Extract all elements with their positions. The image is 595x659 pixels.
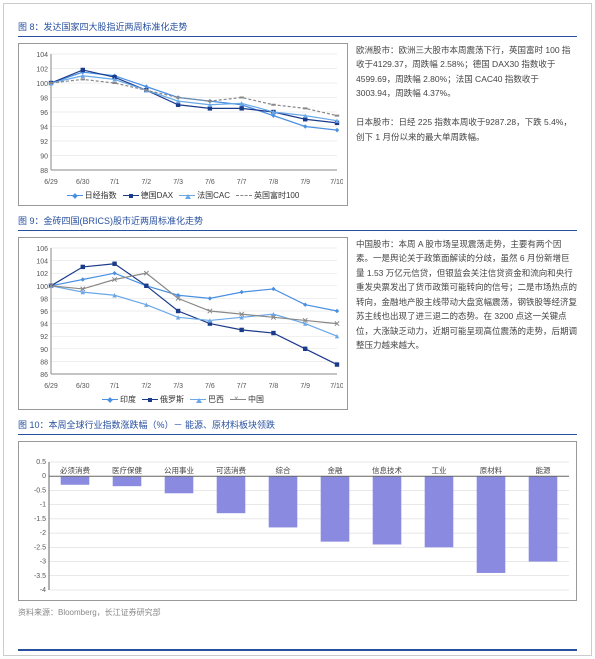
svg-text:7/9: 7/9 — [300, 179, 310, 186]
svg-text:6/29: 6/29 — [44, 383, 58, 390]
svg-text:-2: -2 — [40, 530, 46, 537]
svg-text:7/8: 7/8 — [269, 179, 279, 186]
svg-text:公用事业: 公用事业 — [164, 465, 194, 475]
svg-text:7/1: 7/1 — [110, 383, 120, 390]
svg-text:104: 104 — [36, 259, 48, 266]
fig9-chart: 86 88 90 92 94 96 98 100 102 104 106 6/29 6/30 7/1 7/2… — [18, 237, 348, 410]
svg-text:100: 100 — [36, 81, 48, 88]
svg-text:6/29: 6/29 — [44, 179, 58, 186]
svg-text:工业: 工业 — [432, 465, 447, 475]
fig8-text: 欧洲股市：欧洲三大股市本周震荡下行，英国富时 100 指收于4129.37，周跌… — [356, 43, 577, 206]
svg-text:7/3: 7/3 — [173, 179, 183, 186]
fig9-title: 图 9：金砖四国(BRICS)股市近两周标准化走势 — [18, 214, 577, 231]
svg-text:102: 102 — [36, 271, 48, 278]
svg-text:信息技术: 信息技术 — [372, 465, 402, 475]
svg-text:7/7: 7/7 — [237, 383, 247, 390]
svg-text:必须消费: 必须消费 — [60, 465, 90, 475]
svg-text:7/6: 7/6 — [205, 179, 215, 186]
svg-text:7/8: 7/8 — [269, 383, 279, 390]
fig8-chart: 88 90 92 94 96 98 100 102 104 6/29 6/30 7/1 7/2 7/3 7/… — [18, 43, 348, 206]
svg-text:-3.5: -3.5 — [34, 573, 46, 580]
footer-line — [18, 649, 577, 651]
fig9-text: 中国股市：本周 A 股市场呈现震荡走势，主要有两个因素。一是舆论关于政策面解读的… — [356, 237, 577, 410]
svg-text:能源: 能源 — [536, 465, 551, 475]
svg-text:92: 92 — [40, 334, 48, 341]
svg-text:7/3: 7/3 — [173, 383, 183, 390]
svg-text:94: 94 — [40, 125, 48, 132]
svg-text:-0.5: -0.5 — [34, 487, 46, 494]
svg-text:104: 104 — [36, 52, 48, 59]
fig8-svg: 88 90 92 94 96 98 100 102 104 6/29 6/30 7/1 7/2 7/3 7/… — [23, 48, 343, 188]
svg-text:6/30: 6/30 — [76, 383, 90, 390]
fig10-svg: -4 -3.5 -3 -2.5 -2 -1.5 -1 -0.5 0 0.5 必须消费 医疗保健 公用事业… — [23, 446, 575, 596]
svg-text:7/10: 7/10 — [330, 383, 343, 390]
svg-text:7/10: 7/10 — [330, 179, 343, 186]
svg-text:综合: 综合 — [276, 465, 291, 475]
svg-text:7/2: 7/2 — [141, 179, 151, 186]
svg-text:102: 102 — [36, 67, 48, 74]
fig9-legend: 印度俄罗斯巴西×中国 — [23, 394, 343, 405]
source-text: 资料来源：Bloomberg，长江证券研究部 — [18, 607, 577, 618]
svg-text:7/7: 7/7 — [237, 179, 247, 186]
svg-text:88: 88 — [40, 168, 48, 175]
svg-text:96: 96 — [40, 309, 48, 316]
svg-text:原材料: 原材料 — [480, 465, 503, 475]
svg-text:88: 88 — [40, 359, 48, 366]
svg-text:7/1: 7/1 — [110, 179, 120, 186]
fig8-legend: 日经指数德国DAX法国CAC英国富时100 — [23, 190, 343, 201]
fig10-title: 图 10：本周全球行业指数涨跌幅（%）－ 能源、原材料板块领跌 — [18, 418, 577, 435]
svg-text:98: 98 — [40, 96, 48, 103]
svg-text:0.5: 0.5 — [36, 459, 46, 466]
svg-text:92: 92 — [40, 139, 48, 146]
svg-text:-3: -3 — [40, 559, 46, 566]
fig8-title: 图 8：发达国家四大股指近两周标准化走势 — [18, 20, 577, 37]
svg-text:100: 100 — [36, 284, 48, 291]
svg-text:-1: -1 — [40, 502, 46, 509]
svg-text:可选消费: 可选消费 — [216, 465, 246, 475]
svg-text:98: 98 — [40, 296, 48, 303]
fig10-chart: -4 -3.5 -3 -2.5 -2 -1.5 -1 -0.5 0 0.5 必须消费 医疗保健 公用事业… — [18, 441, 577, 601]
svg-text:106: 106 — [36, 246, 48, 253]
svg-text:-1.5: -1.5 — [34, 516, 46, 523]
svg-text:90: 90 — [40, 347, 48, 354]
svg-text:94: 94 — [40, 322, 48, 329]
svg-text:0: 0 — [42, 473, 46, 480]
svg-text:-4: -4 — [40, 587, 46, 594]
svg-text:医疗保健: 医疗保健 — [112, 465, 142, 475]
svg-text:金融: 金融 — [328, 465, 343, 475]
svg-text:96: 96 — [40, 110, 48, 117]
svg-text:7/6: 7/6 — [205, 383, 215, 390]
svg-text:86: 86 — [40, 372, 48, 379]
svg-text:6/30: 6/30 — [76, 179, 90, 186]
svg-text:90: 90 — [40, 154, 48, 161]
svg-text:7/9: 7/9 — [300, 383, 310, 390]
fig9-svg: 86 88 90 92 94 96 98 100 102 104 106 6/29 6/30 7/1 7/2… — [23, 242, 343, 392]
svg-text:7/2: 7/2 — [141, 383, 151, 390]
svg-text:-2.5: -2.5 — [34, 544, 46, 551]
